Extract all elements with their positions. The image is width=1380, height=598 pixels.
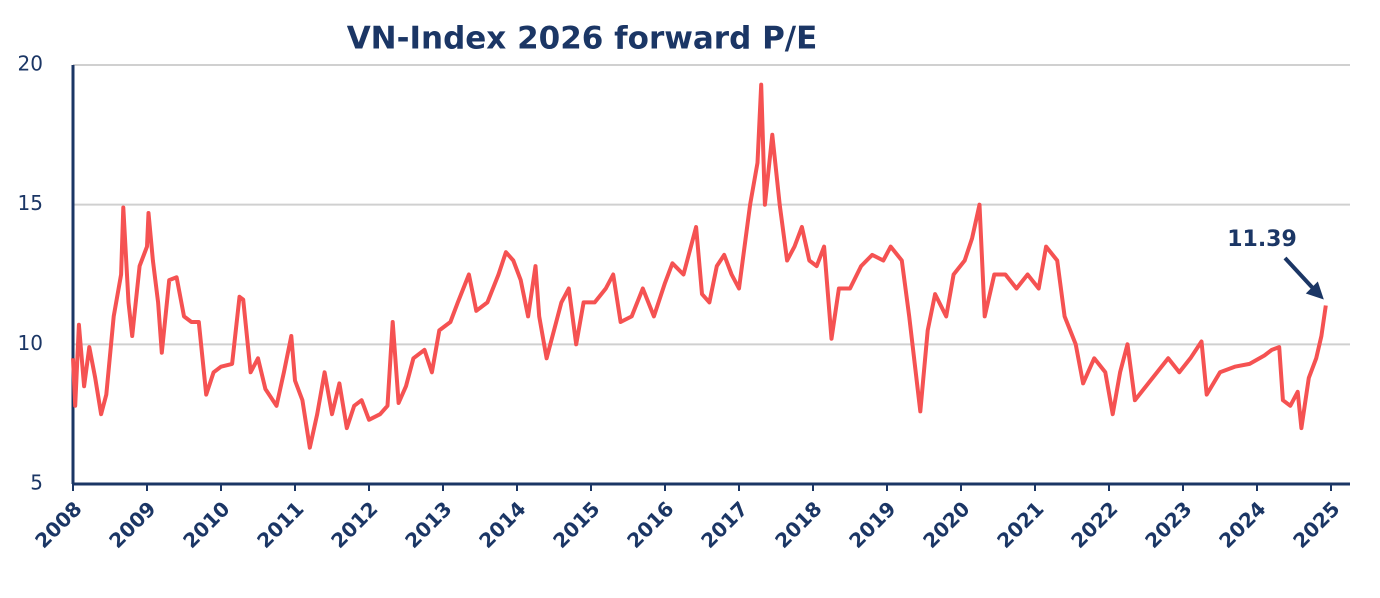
x-tick-label: 2014 (474, 497, 530, 553)
x-tick-label: 2010 (178, 497, 234, 553)
x-tick-label: 2016 (622, 497, 678, 553)
x-tick-label: 2012 (326, 497, 382, 553)
y-tick-label: 10 (18, 331, 43, 355)
x-tick-label: 2023 (1140, 497, 1196, 553)
x-tick-label: 2009 (104, 497, 160, 553)
x-tick-label: 2019 (844, 497, 900, 553)
x-tick-label: 2008 (30, 497, 86, 553)
y-tick-label: 20 (18, 52, 43, 76)
y-tick-label: 15 (18, 191, 43, 215)
chart-title: VN-Index 2026 forward P/E (347, 21, 818, 57)
x-tick-label: 2022 (1066, 497, 1122, 553)
x-tick-label: 2015 (548, 497, 604, 553)
y-tick-label: 5 (30, 471, 43, 495)
x-tick-label: 2017 (696, 497, 752, 553)
x-tick-label: 2011 (252, 497, 308, 553)
x-tick-label: 2025 (1288, 497, 1344, 553)
annotation: 11.39 (1227, 227, 1297, 252)
x-tick-label: 2020 (918, 497, 974, 553)
x-tick-label: 2013 (400, 497, 456, 553)
x-tick-label: 2021 (992, 497, 1048, 553)
annotation-arrowhead (1305, 281, 1324, 300)
x-tick-label: 2024 (1214, 497, 1270, 553)
x-tick-label: 2018 (770, 497, 826, 553)
line-series (71, 82, 1328, 450)
